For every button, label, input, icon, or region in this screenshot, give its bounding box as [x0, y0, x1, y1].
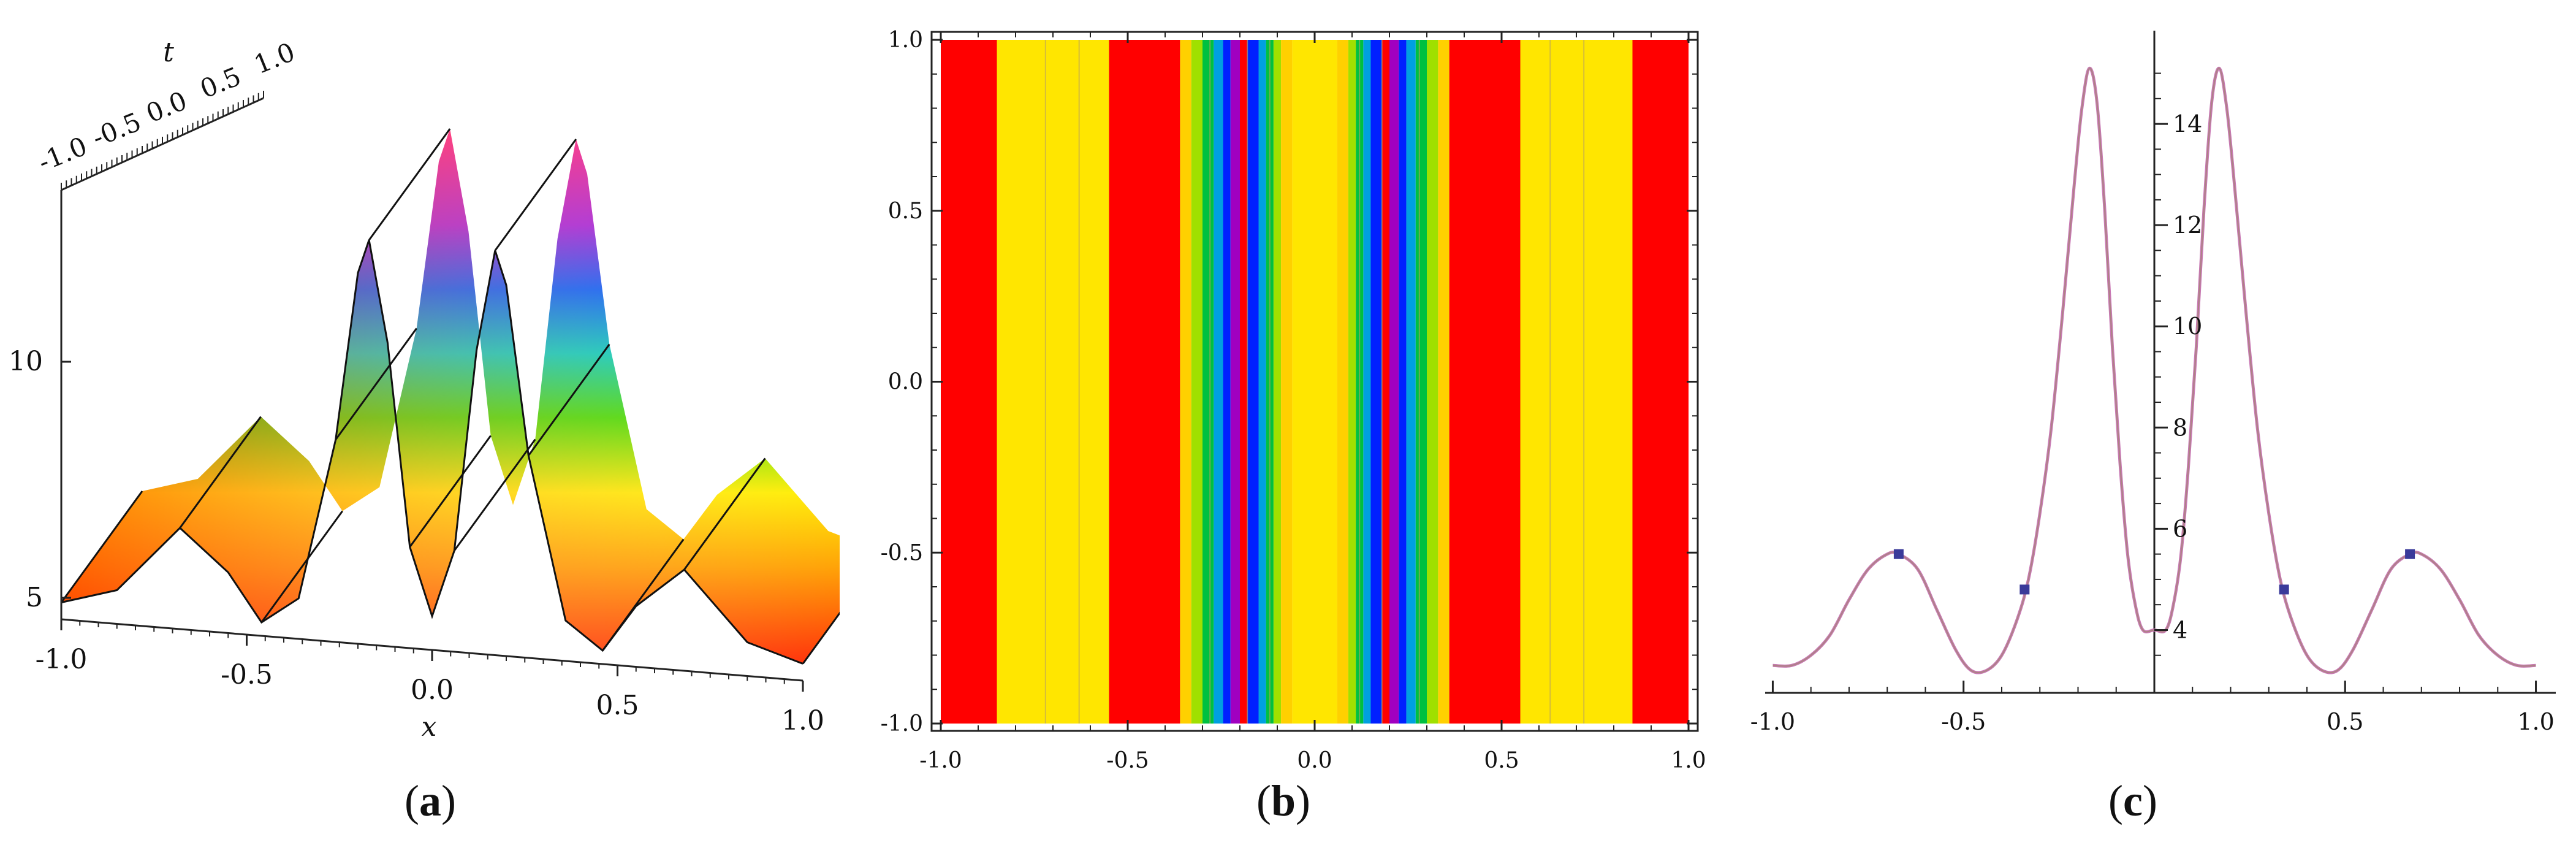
density-band — [1348, 40, 1356, 724]
t-tick-label: 0.5 — [196, 61, 245, 104]
surface-mesh-line — [60, 491, 143, 603]
caption-b: (b) — [1256, 776, 1311, 825]
density-band — [1214, 40, 1223, 724]
y-tick-label: 1.0 — [888, 28, 923, 53]
caption-a: (a) — [405, 776, 456, 825]
density-band — [1370, 40, 1382, 724]
x-axis-label: x — [422, 711, 437, 743]
density-band — [1180, 40, 1191, 724]
density-band — [1281, 40, 1293, 724]
density-band — [1363, 40, 1371, 724]
density-band — [1223, 40, 1231, 724]
density-band — [1191, 40, 1203, 724]
x-tick-label: 0.5 — [596, 690, 639, 721]
panel-b: -1.0 -0.5 0.0 0.5 1.0 1.0 0.5 0.0 -0.5 -1.0 — [858, 0, 1728, 846]
y-tick-label: 0.5 — [888, 199, 923, 224]
density-band — [1427, 40, 1438, 724]
y-tick-label: 4 — [2173, 616, 2187, 643]
surface-mesh-line — [409, 435, 492, 548]
z-tick-label: 5 — [26, 582, 43, 613]
y-tick-label: 0.0 — [888, 370, 923, 395]
density-band — [941, 40, 997, 724]
density-band — [997, 40, 1109, 724]
density-band — [1438, 40, 1449, 724]
x-tick-label: -0.5 — [1106, 748, 1149, 773]
caption-c: (c) — [2108, 776, 2157, 825]
density-band — [1337, 40, 1348, 724]
surface-mesh-line — [683, 457, 766, 570]
profile-line-plot: -1.0 -0.5 0.5 1.0 4 6 8 10 12 14 — [1750, 31, 2556, 735]
surface-mesh-line — [335, 327, 417, 440]
density-band — [1406, 40, 1416, 724]
x-tick-label: -0.5 — [221, 659, 273, 690]
y-tick-label: 12 — [2173, 212, 2202, 239]
density-band — [1203, 40, 1214, 724]
y-tick-label: -1.0 — [881, 711, 923, 736]
density-band — [1230, 40, 1240, 724]
density-band — [1292, 40, 1315, 724]
x-tick-label: -0.5 — [1941, 708, 1986, 735]
x-tick-label: 0.0 — [411, 674, 454, 706]
x-tick-label: 0.0 — [1297, 748, 1332, 773]
density-band — [1632, 40, 1689, 724]
surface-mesh-line — [179, 416, 262, 529]
data-marker — [1893, 549, 1904, 559]
surface-mesh-line — [454, 438, 536, 551]
density-band — [1520, 40, 1633, 724]
x-tick-label: -1.0 — [36, 644, 88, 675]
surface-front-edge — [61, 240, 804, 665]
x-tick-label: 1.0 — [2517, 708, 2554, 735]
density-band — [1449, 40, 1521, 724]
density-band — [1109, 40, 1180, 724]
density-band — [1381, 40, 1389, 724]
data-marker — [2019, 584, 2030, 595]
t-tick-label: -0.5 — [88, 107, 145, 153]
x-tick-label: 1.0 — [1671, 748, 1706, 773]
surface-mesh-line — [260, 510, 343, 623]
t-tick-label: -1.0 — [34, 131, 91, 177]
surface-mesh-line — [368, 128, 451, 241]
density-band — [1258, 40, 1266, 724]
t-tick-label: 0.0 — [142, 85, 191, 128]
x-tick-label: -1.0 — [1750, 708, 1795, 735]
x-tick-label: 1.0 — [781, 705, 824, 736]
y-tick-label: 10 — [2173, 313, 2202, 340]
surface-mesh-line — [494, 139, 577, 251]
density-band — [1389, 40, 1399, 724]
x-tick-label: 0.5 — [2327, 708, 2363, 735]
density-band — [1315, 40, 1337, 724]
panel-a: -1.0 -0.5 0.0 0.5 1.0 x 5 10 -1.0 -0.5 0.0 0.5 1.0 t — [0, 0, 885, 846]
x-tick-label: -1.0 — [919, 748, 962, 773]
density-band — [1247, 40, 1259, 724]
data-marker — [2279, 584, 2289, 595]
y-tick-label: 6 — [2173, 515, 2187, 542]
t-axis-label: t — [163, 37, 174, 68]
surface-shade — [61, 129, 884, 664]
data-marker — [2405, 549, 2415, 559]
density-plot: -1.0 -0.5 0.0 0.5 1.0 1.0 0.5 0.0 -0.5 -1.0 — [881, 28, 1706, 773]
y-tick-label: 14 — [2173, 110, 2202, 137]
density-band — [1415, 40, 1427, 724]
y-tick-label: 8 — [2173, 414, 2187, 441]
t-tick-label: 1.0 — [250, 37, 299, 80]
density-band — [1273, 40, 1282, 724]
z-tick-label: 10 — [9, 346, 43, 377]
surface-mesh-line — [528, 343, 610, 456]
panel-c: -1.0 -0.5 0.5 1.0 4 6 8 10 12 14 — [1741, 0, 2576, 846]
y-tick-label: -0.5 — [881, 540, 923, 565]
x-tick-label: 0.5 — [1484, 748, 1519, 773]
density-band — [1399, 40, 1407, 724]
density-band — [1240, 40, 1248, 724]
